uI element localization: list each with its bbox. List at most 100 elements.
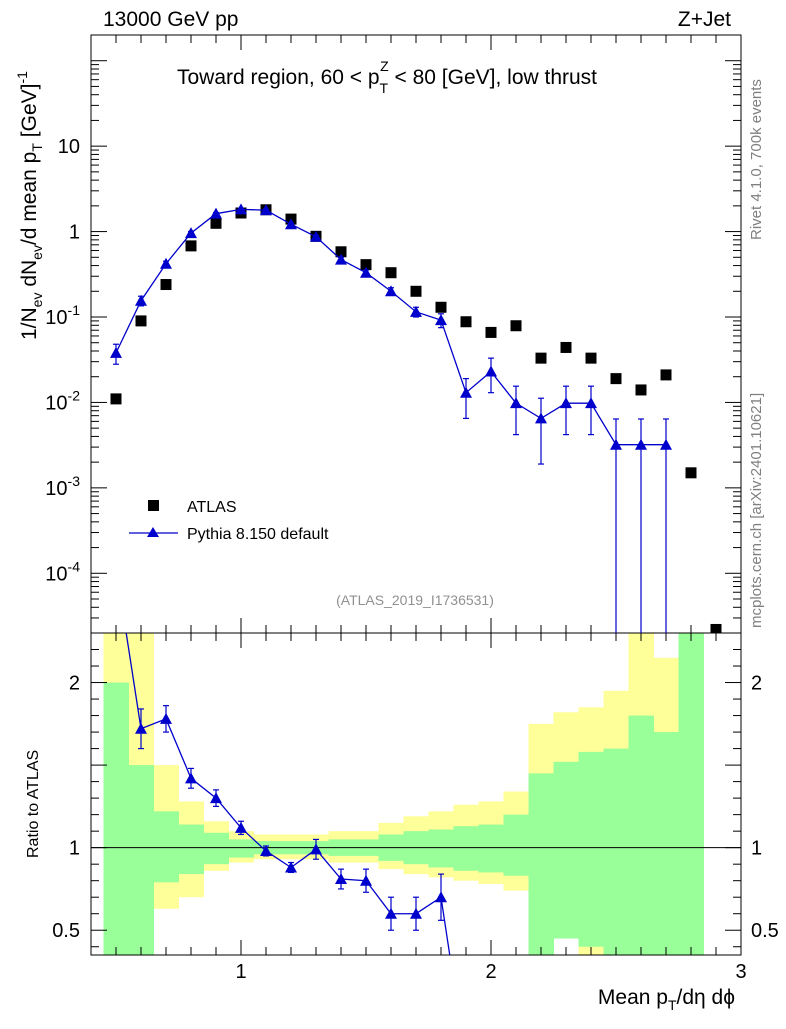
ratio-band-green bbox=[428, 829, 454, 868]
pythia-data-point bbox=[560, 397, 572, 409]
y-axis-label: 1/Nev dNev/d mean pT [GeV]-1 bbox=[14, 71, 45, 340]
ratio-band-green bbox=[128, 765, 154, 955]
chart-title: Toward region, 60 < pTZ < 80 [GeV], low … bbox=[177, 58, 597, 96]
pythia-data-point bbox=[535, 412, 547, 424]
atlas-data-point bbox=[510, 320, 522, 332]
ratio-data-point bbox=[160, 712, 172, 724]
ratio-band-green bbox=[153, 811, 179, 883]
x-tick-label: 3 bbox=[735, 961, 746, 983]
pythia-data-point bbox=[585, 397, 597, 409]
atlas-data-point bbox=[160, 279, 172, 291]
ratio-band-green bbox=[678, 633, 704, 955]
atlas-data-point bbox=[660, 369, 672, 381]
atlas-data-point bbox=[710, 623, 722, 633]
ratio-band-green bbox=[553, 761, 579, 939]
pythia-data-point bbox=[610, 438, 622, 450]
rivet-version-label: Rivet 4.1.0, 700k events bbox=[748, 79, 765, 240]
ratio-y-axis-label: Ratio to ATLAS bbox=[25, 750, 42, 858]
atlas-data-point bbox=[185, 240, 197, 252]
ratio-uncertainty-bands bbox=[103, 633, 704, 955]
atlas-data-point bbox=[410, 285, 422, 297]
atlas-data-point bbox=[110, 393, 122, 405]
pythia-data-point bbox=[110, 346, 122, 358]
main-panel-frame bbox=[90, 34, 742, 634]
pythia-data-point bbox=[185, 227, 197, 239]
atlas-data-point bbox=[210, 217, 222, 229]
legend-pythia-marker bbox=[147, 527, 159, 537]
ratio-y-tick-label-right: 2 bbox=[751, 673, 762, 695]
ratio-band-green bbox=[103, 682, 129, 955]
ratio-band-green bbox=[178, 824, 204, 875]
ratio-panel-data bbox=[125, 633, 451, 955]
legend-pythia-label: Pythia 8.150 default bbox=[187, 526, 329, 543]
pythia-data-point bbox=[360, 266, 372, 278]
pythia-data-point bbox=[510, 397, 522, 409]
y-tick-label: 10-1 bbox=[45, 302, 80, 329]
pythia-data-point bbox=[635, 438, 647, 450]
ratio-band-green bbox=[578, 751, 604, 947]
ratio-y-tick-label-right: 1 bbox=[751, 838, 762, 860]
energy-label: 13000 GeV pp bbox=[103, 8, 238, 31]
atlas-data-point bbox=[535, 352, 547, 364]
ratio-data-point bbox=[185, 772, 197, 784]
pythia-data-point bbox=[160, 257, 172, 269]
ratio-band-green bbox=[203, 832, 229, 865]
atlas-data-point bbox=[685, 467, 697, 479]
pythia-data-point bbox=[460, 386, 472, 398]
ratio-data-point bbox=[360, 874, 372, 886]
ratio-data-point bbox=[135, 722, 147, 734]
ratio-data-point bbox=[410, 907, 422, 919]
y-tick-label: 10-2 bbox=[45, 387, 80, 414]
ratio-data-point bbox=[210, 792, 222, 804]
ratio-data-point bbox=[310, 843, 322, 855]
ratio-band-green bbox=[603, 748, 629, 955]
x-tick-label: 2 bbox=[485, 961, 496, 983]
ratio-data-point bbox=[235, 821, 247, 833]
process-label: Z+Jet bbox=[678, 8, 731, 31]
atlas-data-point bbox=[635, 384, 647, 396]
analysis-reference: (ATLAS_2019_I1736531) bbox=[336, 592, 494, 608]
legend: ATLAS Pythia 8.150 default bbox=[129, 499, 329, 543]
pythia-data-point bbox=[435, 314, 447, 326]
atlas-data-point bbox=[335, 246, 347, 258]
ratio-data-point bbox=[385, 907, 397, 919]
main-panel-data bbox=[110, 203, 722, 633]
x-tick-label: 1 bbox=[235, 961, 246, 983]
pythia-data-point bbox=[335, 253, 347, 265]
ratio-band-green bbox=[528, 773, 554, 955]
ratio-band-green bbox=[503, 814, 529, 876]
ratio-data-point bbox=[285, 861, 297, 873]
atlas-data-point bbox=[485, 326, 497, 338]
ratio-data-point bbox=[260, 844, 272, 856]
atlas-data-point bbox=[610, 373, 622, 385]
legend-atlas-marker bbox=[148, 500, 159, 511]
pythia-data-point bbox=[210, 207, 222, 219]
ratio-y-tick-label-left: 0.5 bbox=[52, 920, 80, 942]
y-tick-label: 1 bbox=[69, 222, 80, 244]
pythia-data-point bbox=[260, 204, 272, 216]
pythia-series-line bbox=[115, 208, 666, 446]
atlas-data-point bbox=[435, 301, 447, 313]
pythia-data-point bbox=[410, 305, 422, 317]
atlas-data-point bbox=[360, 259, 372, 271]
atlas-data-point bbox=[560, 341, 572, 353]
pythia-data-point bbox=[235, 203, 247, 215]
ratio-band-green bbox=[628, 715, 654, 955]
y-tick-label: 10 bbox=[58, 136, 80, 158]
ratio-band-green bbox=[453, 826, 479, 871]
ratio-y-tick-label-right: 0.5 bbox=[751, 920, 779, 942]
ratio-y-tick-label-left: 2 bbox=[69, 673, 80, 695]
pythia-data-point bbox=[385, 285, 397, 297]
x-axis-label: Mean pT/dη dϕ bbox=[598, 986, 735, 1013]
ratio-data-point bbox=[335, 873, 347, 885]
ratio-band-green bbox=[478, 824, 504, 873]
atlas-data-point bbox=[385, 267, 397, 279]
pythia-data-point bbox=[310, 230, 322, 242]
pythia-data-point bbox=[660, 438, 672, 450]
y-tick-label: 10-3 bbox=[45, 473, 80, 500]
atlas-data-point bbox=[135, 315, 147, 327]
mcplots-label: mcplots.cern.ch [arXiv:2401.10621] bbox=[748, 393, 765, 628]
ratio-band-green bbox=[653, 732, 679, 955]
pythia-data-point bbox=[285, 218, 297, 230]
